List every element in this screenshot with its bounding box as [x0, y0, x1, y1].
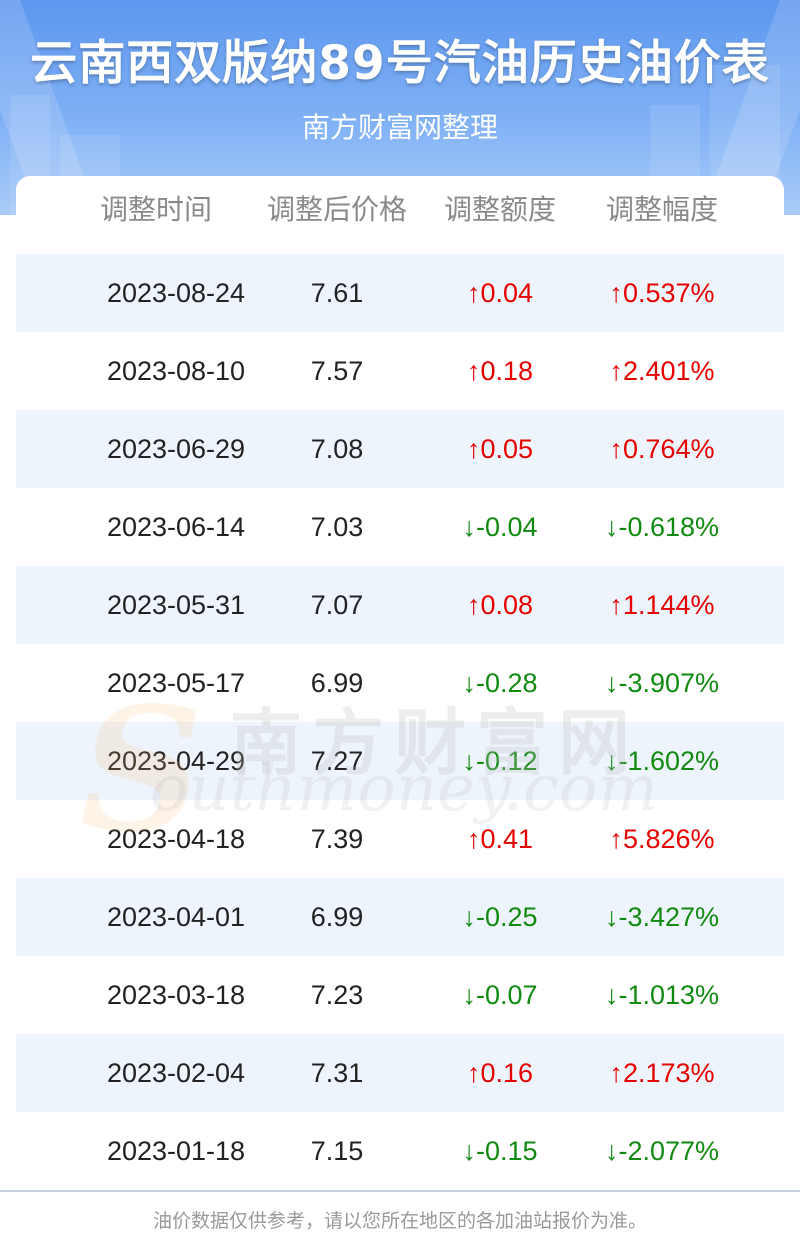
table-row: 2023-08-24 7.61 ↑0.04 ↑0.537%	[16, 254, 784, 332]
cell-percent: ↑1.144%	[609, 590, 715, 620]
cell-change: ↑0.04	[466, 278, 534, 308]
table-row: 2023-06-29 7.08 ↑0.05 ↑0.764%	[16, 410, 784, 488]
table-row: 2023-02-04 7.31 ↑0.16 ↑2.173%	[16, 1034, 784, 1112]
cell-price: 6.99	[310, 902, 364, 932]
cell-percent: ↑2.401%	[609, 356, 715, 386]
table-row: 2023-04-18 7.39 ↑0.41 ↑5.826%	[16, 800, 784, 878]
cell-price: 7.15	[310, 1136, 364, 1166]
cell-percent: ↑2.173%	[609, 1058, 715, 1088]
cell-date: 2023-08-24	[106, 278, 246, 308]
table-row: 2023-05-31 7.07 ↑0.08 ↑1.144%	[16, 566, 784, 644]
table-row: 2023-01-18 7.15 ↓-0.15 ↓-2.077%	[16, 1112, 784, 1190]
cell-change: ↓-0.28	[462, 668, 538, 698]
cell-percent: ↑0.537%	[609, 278, 715, 308]
column-header-date: 调整时间	[99, 193, 212, 226]
footer-divider	[0, 1190, 800, 1192]
cell-date: 2023-02-04	[106, 1058, 246, 1088]
cell-date: 2023-01-18	[106, 1136, 246, 1166]
cell-percent: ↓-0.618%	[604, 512, 720, 542]
table-row: 2023-05-17 6.99 ↓-0.28 ↓-3.907%	[16, 644, 784, 722]
cell-price: 7.57	[310, 356, 364, 386]
cell-price: 7.23	[310, 980, 364, 1010]
cell-date: 2023-06-14	[106, 512, 246, 542]
cell-change: ↓-0.04	[462, 512, 538, 542]
cell-date: 2023-04-18	[106, 824, 246, 854]
cell-percent: ↓-3.427%	[604, 902, 720, 932]
cell-change: ↑0.41	[466, 824, 534, 854]
page-title: 云南西双版纳89号汽油历史油价表	[30, 36, 770, 91]
cell-date: 2023-08-10	[106, 356, 246, 386]
cell-change: ↓-0.12	[462, 746, 538, 776]
cell-change: ↓-0.25	[462, 902, 538, 932]
cell-percent: ↓-1.602%	[604, 746, 720, 776]
cell-date: 2023-05-31	[106, 590, 246, 620]
cell-date: 2023-03-18	[106, 980, 246, 1010]
table-row: 2023-08-10 7.57 ↑0.18 ↑2.401%	[16, 332, 784, 410]
cell-date: 2023-06-29	[106, 434, 246, 464]
cell-price: 7.31	[310, 1058, 364, 1088]
footer-note: 油价数据仅供参考，请以您所在地区的各加油站报价为准。	[152, 1210, 647, 1232]
cell-change: ↓-0.07	[462, 980, 538, 1010]
cell-price: 7.07	[310, 590, 364, 620]
cell-percent: ↑5.826%	[609, 824, 715, 854]
cell-percent: ↓-2.077%	[604, 1136, 720, 1166]
cell-price: 7.03	[310, 512, 364, 542]
table-row: 2023-06-14 7.03 ↓-0.04 ↓-0.618%	[16, 488, 784, 566]
cell-change: ↑0.05	[466, 434, 534, 464]
cell-price: 6.99	[310, 668, 364, 698]
page-subtitle: 南方财富网整理	[301, 111, 498, 144]
cell-change: ↑0.08	[466, 590, 534, 620]
table-row: 2023-04-29 7.27 ↓-0.12 ↓-1.602%	[16, 722, 784, 800]
cell-percent: ↑0.764%	[609, 434, 715, 464]
cell-price: 7.39	[310, 824, 364, 854]
cell-percent: ↓-3.907%	[604, 668, 720, 698]
cell-change: ↓-0.15	[462, 1136, 538, 1166]
cell-price: 7.27	[310, 746, 364, 776]
cell-date: 2023-04-29	[106, 746, 246, 776]
cell-change: ↑0.18	[466, 356, 534, 386]
cell-date: 2023-04-01	[106, 902, 246, 932]
table-card: 调整时间 调整后价格 调整额度 调整幅度	[16, 176, 784, 1191]
cell-price: 7.61	[310, 278, 364, 308]
column-header-change: 调整额度	[443, 193, 556, 226]
cell-change: ↑0.16	[466, 1058, 534, 1088]
column-header-price: 调整后价格	[266, 193, 407, 226]
cell-price: 7.08	[310, 434, 364, 464]
cell-percent: ↓-1.013%	[604, 980, 720, 1010]
table-row: 2023-04-01 6.99 ↓-0.25 ↓-3.427%	[16, 878, 784, 956]
column-header-percent: 调整幅度	[605, 193, 718, 226]
cell-date: 2023-05-17	[106, 668, 246, 698]
table-row: 2023-03-18 7.23 ↓-0.07 ↓-1.013%	[16, 956, 784, 1034]
